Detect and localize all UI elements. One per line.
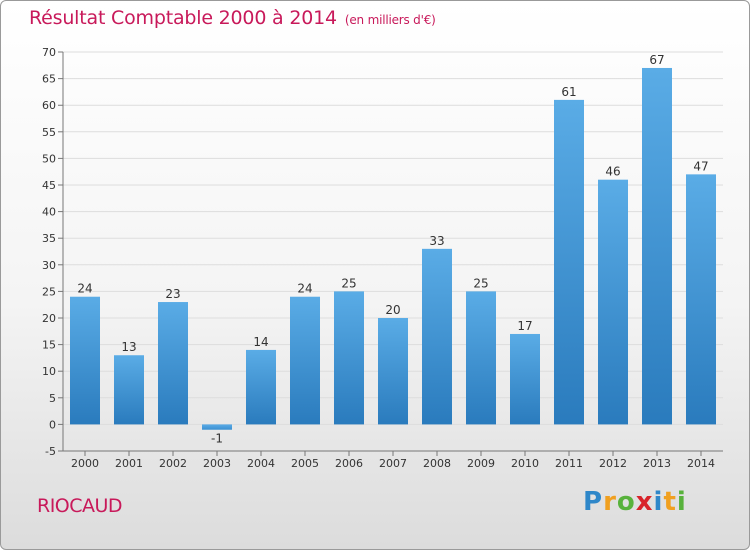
bar [202, 424, 232, 430]
bar [70, 296, 100, 425]
bar [466, 291, 496, 425]
x-tick-label: 2008 [423, 457, 451, 470]
x-tick-label: 2005 [291, 457, 319, 470]
data-label: -1 [211, 432, 223, 446]
y-tick-label: 25 [42, 285, 56, 298]
x-tick-label: 2012 [599, 457, 627, 470]
data-label: 25 [341, 276, 356, 290]
data-label: 61 [561, 85, 576, 99]
y-tick-label: 10 [42, 365, 56, 378]
data-label: 17 [517, 319, 532, 333]
bar [510, 333, 540, 425]
bar [422, 248, 452, 425]
data-label: 23 [165, 287, 180, 301]
data-label: 67 [649, 53, 664, 67]
x-tick-label: 2009 [467, 457, 495, 470]
chart-title: Résultat Comptable 2000 à 2014 (en millie… [29, 7, 436, 29]
y-tick-label: 45 [42, 179, 56, 192]
x-tick-label: 2003 [203, 457, 231, 470]
x-tick-label: 2001 [115, 457, 143, 470]
y-tick-label: 5 [49, 392, 56, 405]
x-tick-label: 2007 [379, 457, 407, 470]
y-tick-label: 60 [42, 99, 56, 112]
chart-subtitle: (en milliers d'€) [344, 13, 436, 27]
bar [598, 179, 628, 425]
commune-name: RIOCAUD [37, 495, 123, 517]
y-tick-label: 20 [42, 312, 56, 325]
x-tick-label: 2013 [643, 457, 671, 470]
y-tick-label: 35 [42, 232, 56, 245]
data-label: 24 [297, 282, 312, 296]
bar [378, 318, 408, 425]
y-tick-label: 0 [49, 418, 56, 431]
data-label: 24 [77, 282, 92, 296]
x-tick-label: 2004 [247, 457, 275, 470]
bar [290, 296, 320, 425]
y-tick-label: 55 [42, 126, 56, 139]
x-tick-label: 2014 [687, 457, 715, 470]
y-tick-label: 40 [42, 206, 56, 219]
y-tick-label: 50 [42, 152, 56, 165]
bar [158, 302, 188, 425]
y-tick-label: 65 [42, 73, 56, 86]
x-tick-label: 2010 [511, 457, 539, 470]
bar [246, 349, 276, 425]
data-label: 46 [605, 165, 620, 179]
x-tick-label: 2006 [335, 457, 363, 470]
labels-layer: -5 0 5 10 15 20 25 30 35 40 45 50 55 60 65 70 2000 24 2001… [42, 46, 715, 470]
bar [114, 355, 144, 425]
x-tick-label: 2000 [71, 457, 99, 470]
data-label: 33 [429, 234, 444, 248]
y-tick-label: 70 [42, 46, 56, 59]
data-label: 13 [121, 340, 136, 354]
data-label: 20 [385, 303, 400, 317]
x-tick-label: 2002 [159, 457, 187, 470]
data-label: 47 [693, 159, 708, 173]
y-tick-label: 15 [42, 339, 56, 352]
y-tick-label: -5 [45, 445, 56, 458]
data-label: 25 [473, 276, 488, 290]
title-text: Résultat Comptable 2000 à 2014 [29, 7, 337, 29]
bar [642, 67, 672, 425]
data-label: 14 [253, 335, 268, 349]
bar [686, 174, 716, 425]
x-tick-label: 2011 [555, 457, 583, 470]
y-tick-label: 30 [42, 259, 56, 272]
proxiti-logo: Proxiti [583, 487, 687, 517]
bar [334, 291, 364, 425]
bar [554, 99, 584, 425]
bars-layer [70, 67, 716, 430]
